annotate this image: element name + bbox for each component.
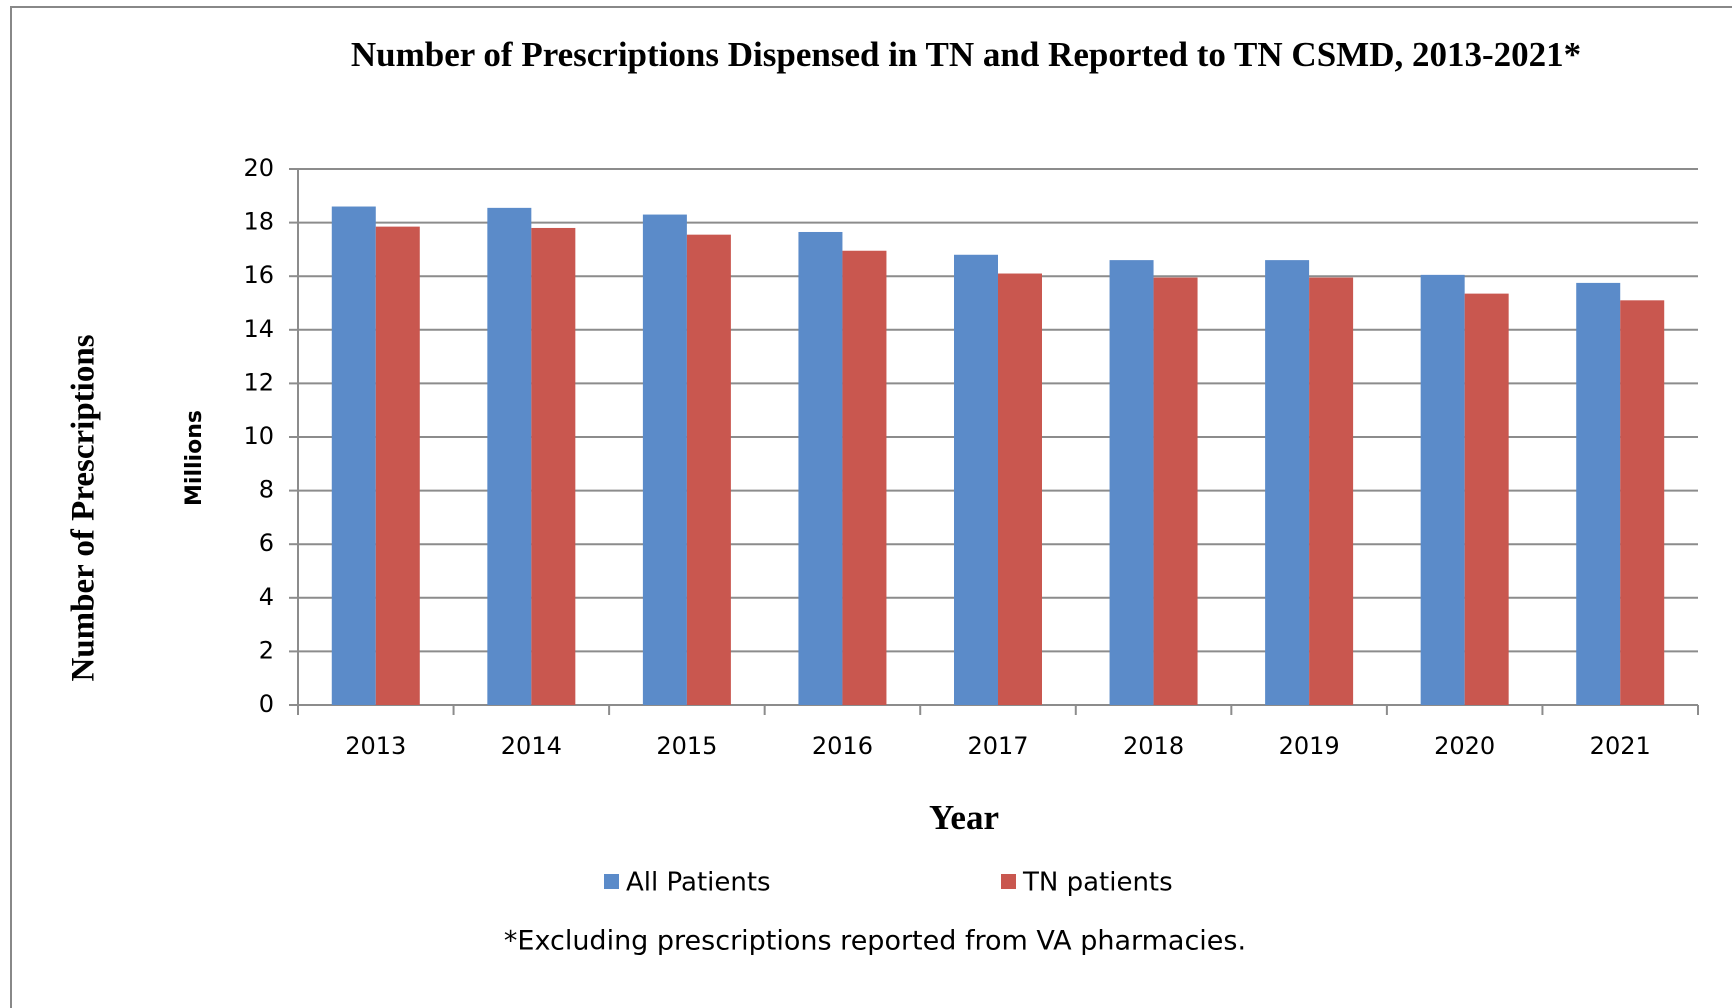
bar — [487, 207, 532, 706]
y-tick-label: 8 — [259, 476, 274, 504]
legend-label: All Patients — [626, 868, 771, 898]
x-axis-title: Year — [929, 798, 999, 837]
y-tick-label: 14 — [243, 315, 274, 343]
y-unit-label: Millions — [182, 410, 207, 506]
y-tick-label: 16 — [243, 261, 274, 289]
x-tick-label: 2014 — [501, 732, 562, 760]
bar — [1576, 282, 1621, 705]
bar — [1464, 293, 1509, 705]
bar — [842, 250, 887, 706]
y-tick-label: 0 — [259, 690, 274, 718]
frame — [10, 6, 1732, 1008]
bar — [331, 206, 376, 705]
bar — [998, 273, 1042, 705]
bar — [798, 231, 843, 706]
y-tick-label: 2 — [259, 636, 274, 664]
bar — [1309, 277, 1354, 705]
y-tick-label: 6 — [259, 529, 274, 557]
y-tick-label: 18 — [243, 208, 274, 236]
bar — [375, 226, 420, 705]
bar — [1620, 300, 1665, 705]
bar — [954, 254, 998, 705]
x-tick-label: 2020 — [1434, 732, 1495, 760]
bar — [1153, 277, 1198, 705]
x-tick-label: 2018 — [1123, 732, 1184, 760]
bar — [1420, 274, 1465, 705]
x-tick-label: 2019 — [1279, 732, 1340, 760]
chart-title: Number of Prescriptions Dispensed in TN … — [351, 35, 1581, 74]
x-tick-label: 2015 — [656, 732, 717, 760]
y-tick-label: 10 — [243, 422, 274, 450]
y-tick-label: 4 — [259, 583, 274, 611]
y-tick-label: 12 — [243, 368, 274, 396]
legend-swatch — [1001, 874, 1016, 889]
x-tick-label: 2016 — [812, 732, 873, 760]
y-tick-label: 20 — [243, 154, 274, 182]
footnote: *Excluding prescriptions reported from V… — [504, 926, 1246, 957]
bar — [1265, 260, 1310, 705]
x-tick-label: 2021 — [1590, 732, 1651, 760]
x-tick-label: 2013 — [345, 732, 406, 760]
legend-swatch — [604, 874, 619, 889]
bar — [642, 214, 687, 705]
x-tick-label: 2017 — [967, 732, 1028, 760]
bar — [531, 227, 576, 705]
legend-label: TN patients — [1022, 868, 1173, 898]
bar — [686, 234, 731, 705]
y-axis-title: Number of Prescriptions — [66, 334, 102, 681]
bar — [1109, 260, 1154, 705]
